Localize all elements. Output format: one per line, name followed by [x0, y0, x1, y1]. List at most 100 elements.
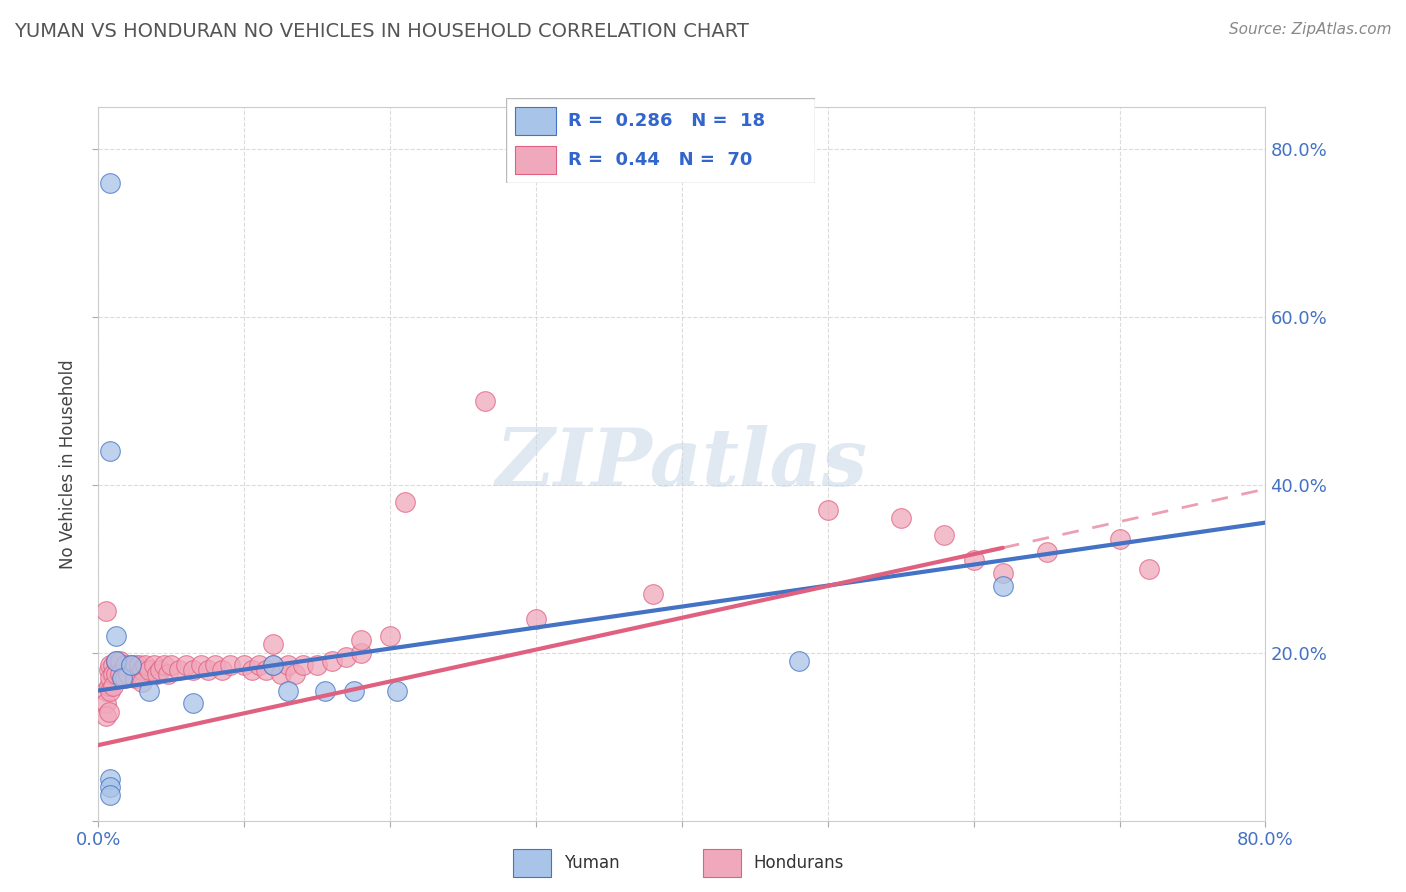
Yuman: [111, 671, 134, 685]
Yuman: [98, 789, 121, 803]
Yuman: [181, 696, 204, 710]
Hondurans: [149, 663, 172, 677]
Bar: [516, 145, 555, 175]
Hondurans: [110, 666, 132, 681]
Hondurans: [291, 658, 314, 673]
Hondurans: [104, 666, 127, 681]
Hondurans: [934, 528, 956, 542]
Hondurans: [153, 658, 176, 673]
Hondurans: [262, 658, 284, 673]
Hondurans: [524, 612, 547, 626]
Hondurans: [240, 663, 263, 677]
Yuman: [387, 683, 409, 698]
Yuman: [787, 654, 810, 668]
Hondurans: [98, 658, 121, 673]
Text: Yuman: Yuman: [564, 854, 620, 872]
Yuman: [343, 683, 366, 698]
Yuman: [104, 629, 127, 643]
Yuman: [104, 654, 127, 668]
Hondurans: [101, 658, 124, 673]
Hondurans: [270, 666, 292, 681]
Hondurans: [146, 666, 169, 681]
Hondurans: [284, 666, 307, 681]
Text: R =  0.286   N =  18: R = 0.286 N = 18: [568, 112, 765, 130]
Hondurans: [321, 654, 343, 668]
Hondurans: [474, 393, 496, 408]
Hondurans: [335, 649, 357, 664]
Hondurans: [157, 666, 180, 681]
Yuman: [98, 780, 121, 794]
Hondurans: [641, 587, 664, 601]
Hondurans: [104, 654, 127, 668]
FancyBboxPatch shape: [506, 98, 815, 183]
Hondurans: [394, 494, 416, 508]
Hondurans: [254, 663, 277, 677]
Hondurans: [262, 637, 284, 651]
Yuman: [120, 658, 142, 673]
Hondurans: [101, 679, 124, 693]
Hondurans: [98, 671, 121, 685]
Hondurans: [1035, 545, 1057, 559]
Yuman: [98, 176, 121, 190]
Hondurans: [94, 708, 117, 723]
Hondurans: [124, 671, 146, 685]
Yuman: [138, 683, 160, 698]
Hondurans: [110, 654, 132, 668]
Hondurans: [128, 658, 150, 673]
Hondurans: [94, 604, 117, 618]
Hondurans: [890, 511, 912, 525]
Hondurans: [117, 666, 139, 681]
Hondurans: [211, 663, 233, 677]
Yuman: [262, 658, 284, 673]
Y-axis label: No Vehicles in Household: No Vehicles in Household: [59, 359, 77, 569]
Hondurans: [138, 663, 160, 677]
Hondurans: [1108, 533, 1130, 547]
Hondurans: [962, 553, 984, 567]
Yuman: [991, 578, 1014, 592]
Yuman: [98, 772, 121, 786]
Hondurans: [378, 629, 402, 643]
Bar: [516, 107, 555, 136]
Hondurans: [197, 663, 219, 677]
Hondurans: [131, 675, 153, 690]
Text: ZIPatlas: ZIPatlas: [496, 425, 868, 502]
Yuman: [277, 683, 299, 698]
Hondurans: [1137, 562, 1160, 576]
Hondurans: [233, 658, 256, 673]
Hondurans: [142, 658, 165, 673]
Text: Hondurans: Hondurans: [754, 854, 844, 872]
Text: R =  0.44   N =  70: R = 0.44 N = 70: [568, 151, 752, 169]
Hondurans: [204, 658, 226, 673]
Hondurans: [97, 705, 120, 719]
Hondurans: [101, 666, 124, 681]
Hondurans: [247, 658, 270, 673]
Hondurans: [94, 683, 117, 698]
Hondurans: [350, 646, 373, 660]
Hondurans: [218, 658, 240, 673]
Yuman: [314, 683, 336, 698]
Hondurans: [307, 658, 329, 673]
Hondurans: [277, 658, 299, 673]
Hondurans: [181, 663, 204, 677]
Text: YUMAN VS HONDURAN NO VEHICLES IN HOUSEHOLD CORRELATION CHART: YUMAN VS HONDURAN NO VEHICLES IN HOUSEHO…: [14, 22, 749, 41]
Hondurans: [98, 683, 121, 698]
Hondurans: [991, 566, 1014, 580]
Hondurans: [190, 658, 212, 673]
Hondurans: [120, 658, 142, 673]
Hondurans: [160, 658, 183, 673]
Hondurans: [350, 633, 373, 648]
Yuman: [98, 444, 121, 458]
Hondurans: [134, 658, 156, 673]
Hondurans: [114, 658, 136, 673]
Hondurans: [97, 663, 120, 677]
Hondurans: [131, 663, 153, 677]
Bar: [703, 849, 741, 877]
Hondurans: [94, 696, 117, 710]
Hondurans: [174, 658, 197, 673]
Hondurans: [114, 671, 136, 685]
Hondurans: [817, 503, 839, 517]
Text: Source: ZipAtlas.com: Source: ZipAtlas.com: [1229, 22, 1392, 37]
Hondurans: [97, 679, 120, 693]
Bar: [513, 849, 551, 877]
Hondurans: [124, 658, 146, 673]
